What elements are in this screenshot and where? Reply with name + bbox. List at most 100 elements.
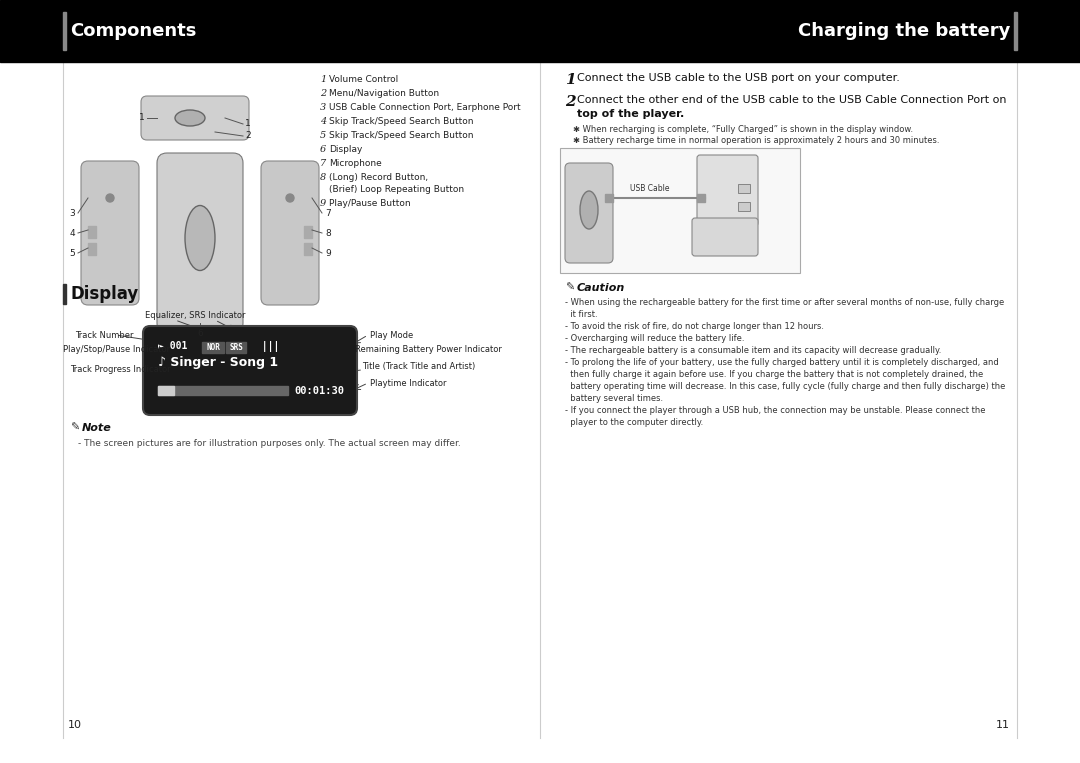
Text: 2: 2 xyxy=(245,131,251,140)
Text: Track Progress Indicator: Track Progress Indicator xyxy=(70,365,171,374)
Text: 11: 11 xyxy=(996,720,1010,730)
Text: Volume Control: Volume Control xyxy=(329,75,399,84)
Bar xyxy=(158,386,288,395)
Text: (Brief) Loop Repeating Button: (Brief) Loop Repeating Button xyxy=(329,185,464,194)
Text: - The screen pictures are for illustration purposes only. The actual screen may : - The screen pictures are for illustrati… xyxy=(78,439,461,448)
Text: 3: 3 xyxy=(69,208,75,217)
Text: - To prolong the life of your battery, use the fully charged battery until it is: - To prolong the life of your battery, u… xyxy=(565,358,999,367)
Ellipse shape xyxy=(175,110,205,126)
Text: player to the computer directly.: player to the computer directly. xyxy=(565,418,703,427)
Text: SRS: SRS xyxy=(229,343,243,352)
Text: USB Cable: USB Cable xyxy=(631,184,670,193)
Bar xyxy=(738,184,750,193)
Text: - If you connect the player through a USB hub, the connection may be unstable. P: - If you connect the player through a US… xyxy=(565,406,986,415)
Text: ✱ When recharging is complete, “Fully Charged” is shown in the display window.: ✱ When recharging is complete, “Fully Ch… xyxy=(573,125,913,134)
Text: 5: 5 xyxy=(69,249,75,257)
Text: |||: ||| xyxy=(249,341,280,352)
FancyBboxPatch shape xyxy=(141,96,249,140)
Text: - When using the rechargeable battery for the first time or after several months: - When using the rechargeable battery fo… xyxy=(565,298,1004,307)
Bar xyxy=(697,194,705,202)
FancyBboxPatch shape xyxy=(261,161,319,305)
Text: 6: 6 xyxy=(198,329,203,337)
Bar xyxy=(0,0,1080,62)
FancyBboxPatch shape xyxy=(692,218,758,256)
Text: - Overcharging will reduce the battery life.: - Overcharging will reduce the battery l… xyxy=(565,334,744,343)
Text: ✱ Battery recharge time in normal operation is approximately 2 hours and 30 minu: ✱ Battery recharge time in normal operat… xyxy=(573,136,940,145)
Text: then fully charge it again before use. If you charge the battery that is not com: then fully charge it again before use. I… xyxy=(565,370,983,379)
Text: USB Cable Connection Port, Earphone Port: USB Cable Connection Port, Earphone Port xyxy=(329,103,521,112)
Text: 8: 8 xyxy=(320,173,326,182)
Text: Caution: Caution xyxy=(577,283,625,293)
Text: battery operating time will decrease. In this case, fully cycle (fully charge an: battery operating time will decrease. In… xyxy=(565,382,1005,391)
Text: it first.: it first. xyxy=(565,310,597,319)
Text: 3: 3 xyxy=(320,103,326,112)
Text: Components: Components xyxy=(70,22,197,40)
Text: ► 001: ► 001 xyxy=(158,341,187,351)
FancyBboxPatch shape xyxy=(81,161,139,305)
Text: 9: 9 xyxy=(320,199,326,208)
Text: Skip Track/Speed Search Button: Skip Track/Speed Search Button xyxy=(329,117,473,126)
Text: battery several times.: battery several times. xyxy=(565,394,663,403)
Text: (Long) Record Button,: (Long) Record Button, xyxy=(329,173,428,182)
Text: Menu/Navigation Button: Menu/Navigation Button xyxy=(329,89,440,98)
Bar xyxy=(226,342,246,353)
Text: Title (Track Title and Artist): Title (Track Title and Artist) xyxy=(362,362,475,372)
FancyBboxPatch shape xyxy=(565,163,613,263)
Text: 5: 5 xyxy=(320,131,326,140)
Text: Connect the other end of the USB cable to the USB Cable Connection Port on: Connect the other end of the USB cable t… xyxy=(577,95,1007,105)
Text: 2: 2 xyxy=(320,89,326,98)
Text: 4: 4 xyxy=(69,228,75,237)
Text: - The rechargeable battery is a consumable item and its capacity will decrease g: - The rechargeable battery is a consumab… xyxy=(565,346,942,355)
Bar xyxy=(1014,12,1017,50)
Text: Display: Display xyxy=(329,145,363,154)
Text: Display: Display xyxy=(70,285,138,303)
Text: 1: 1 xyxy=(320,75,326,84)
Text: 9: 9 xyxy=(325,249,330,257)
Text: Equalizer, SRS Indicator: Equalizer, SRS Indicator xyxy=(145,311,245,320)
Text: Track Number: Track Number xyxy=(75,330,134,340)
Text: ♪ Singer - Song 1: ♪ Singer - Song 1 xyxy=(158,356,279,369)
Bar xyxy=(63,284,66,304)
Text: 7: 7 xyxy=(325,208,330,217)
Bar xyxy=(158,386,174,395)
Text: top of the player.: top of the player. xyxy=(577,109,685,119)
Text: Remaining Battery Power Indicator: Remaining Battery Power Indicator xyxy=(355,346,502,355)
Text: 10: 10 xyxy=(68,720,82,730)
Bar xyxy=(63,12,66,50)
Text: ✎: ✎ xyxy=(565,283,575,293)
Text: Play/Stop/Pause Indicator: Play/Stop/Pause Indicator xyxy=(63,346,171,355)
FancyBboxPatch shape xyxy=(697,155,758,226)
Bar xyxy=(87,226,96,238)
Text: 1: 1 xyxy=(245,120,251,128)
Text: NOR: NOR xyxy=(206,343,220,352)
Bar xyxy=(202,342,224,353)
Text: 8: 8 xyxy=(325,228,330,237)
FancyBboxPatch shape xyxy=(157,153,243,333)
Text: Play/Pause Button: Play/Pause Button xyxy=(329,199,410,208)
Text: 2: 2 xyxy=(565,95,576,109)
Ellipse shape xyxy=(185,205,215,271)
Text: 1: 1 xyxy=(565,73,576,87)
Bar xyxy=(303,226,312,238)
Ellipse shape xyxy=(580,191,598,229)
Bar xyxy=(561,148,800,273)
Text: 00:01:30: 00:01:30 xyxy=(294,386,345,396)
Text: Connect the USB cable to the USB port on your computer.: Connect the USB cable to the USB port on… xyxy=(577,73,900,83)
Circle shape xyxy=(286,194,294,202)
Text: 6: 6 xyxy=(320,145,326,154)
Text: 7: 7 xyxy=(320,159,326,168)
Text: 1: 1 xyxy=(139,114,145,123)
FancyBboxPatch shape xyxy=(143,326,357,415)
Bar xyxy=(87,243,96,255)
Text: Playtime Indicator: Playtime Indicator xyxy=(370,378,446,388)
Text: Play Mode: Play Mode xyxy=(370,330,414,340)
Text: - To avoid the risk of fire, do not charge longer than 12 hours.: - To avoid the risk of fire, do not char… xyxy=(565,322,824,331)
Bar xyxy=(303,243,312,255)
Text: Skip Track/Speed Search Button: Skip Track/Speed Search Button xyxy=(329,131,473,140)
Text: Microphone: Microphone xyxy=(329,159,381,168)
Text: Charging the battery: Charging the battery xyxy=(798,22,1010,40)
Bar xyxy=(605,194,613,202)
Text: 4: 4 xyxy=(320,117,326,126)
Bar xyxy=(738,202,750,211)
Text: Note: Note xyxy=(82,423,111,433)
